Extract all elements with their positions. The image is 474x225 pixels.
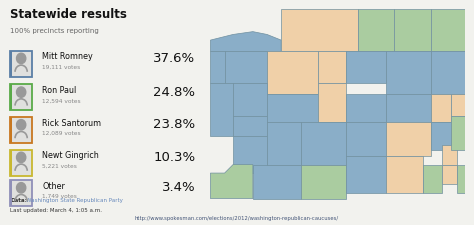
Polygon shape [225, 52, 267, 83]
Polygon shape [210, 83, 233, 136]
Polygon shape [442, 145, 456, 164]
Polygon shape [281, 9, 357, 52]
Polygon shape [253, 164, 301, 198]
Polygon shape [386, 52, 431, 94]
Polygon shape [456, 164, 465, 193]
Polygon shape [431, 9, 465, 52]
Polygon shape [301, 164, 346, 198]
Text: 12,089 votes: 12,089 votes [42, 131, 81, 136]
Circle shape [17, 87, 26, 97]
Bar [10, 180, 32, 206]
Text: 5,221 votes: 5,221 votes [42, 164, 77, 169]
Polygon shape [233, 83, 267, 117]
Polygon shape [210, 32, 281, 52]
Text: 24.8%: 24.8% [154, 86, 195, 99]
Bar [10, 51, 12, 76]
Text: 10.3%: 10.3% [153, 151, 195, 164]
Polygon shape [267, 52, 318, 94]
Polygon shape [423, 164, 442, 193]
Polygon shape [346, 94, 386, 122]
Polygon shape [318, 83, 346, 122]
Text: http://www.spokesman.com/elections/2012/washington-republican-caucuses/: http://www.spokesman.com/elections/2012/… [135, 216, 339, 221]
Polygon shape [386, 94, 431, 122]
Text: 23.8%: 23.8% [153, 118, 195, 131]
Text: Rick Santorum: Rick Santorum [42, 119, 101, 128]
Polygon shape [346, 156, 386, 193]
Bar [10, 150, 12, 176]
Polygon shape [386, 156, 423, 193]
Polygon shape [431, 122, 451, 151]
Polygon shape [210, 52, 225, 83]
Polygon shape [451, 94, 465, 117]
Text: Newt Gingrich: Newt Gingrich [42, 151, 99, 160]
Polygon shape [394, 9, 431, 52]
Bar [10, 117, 32, 143]
Polygon shape [267, 122, 301, 164]
Bar [10, 117, 12, 143]
Text: 3.4%: 3.4% [162, 181, 195, 194]
Polygon shape [386, 122, 431, 156]
Polygon shape [267, 94, 318, 122]
Polygon shape [442, 164, 456, 184]
Text: 100% precincts reporting: 100% precincts reporting [10, 28, 99, 34]
Circle shape [17, 120, 26, 130]
Text: Data:: Data: [10, 198, 27, 203]
Circle shape [17, 183, 26, 193]
Polygon shape [210, 164, 253, 198]
Polygon shape [357, 9, 394, 52]
Circle shape [17, 152, 26, 162]
Text: 37.6%: 37.6% [153, 52, 195, 65]
Circle shape [17, 53, 26, 63]
Text: 1,749 votes: 1,749 votes [42, 194, 77, 199]
Polygon shape [233, 136, 267, 173]
Polygon shape [301, 122, 346, 164]
Bar [10, 150, 32, 176]
Text: Ron Paul: Ron Paul [42, 86, 77, 95]
Text: 19,111 votes: 19,111 votes [42, 65, 81, 70]
Polygon shape [346, 52, 386, 83]
Text: Last updated: March 4, 1:05 a.m.: Last updated: March 4, 1:05 a.m. [10, 208, 102, 213]
Bar [10, 51, 32, 76]
Polygon shape [346, 122, 386, 156]
Bar [10, 84, 12, 110]
Polygon shape [431, 94, 451, 122]
Bar [10, 180, 12, 206]
Polygon shape [431, 52, 465, 94]
Bar [10, 84, 32, 110]
Text: Statewide results: Statewide results [10, 8, 127, 21]
Polygon shape [451, 117, 465, 151]
Text: 12,594 votes: 12,594 votes [42, 98, 81, 103]
Text: Mitt Romney: Mitt Romney [42, 52, 93, 61]
Text: Other: Other [42, 182, 65, 191]
Polygon shape [233, 117, 267, 136]
Polygon shape [318, 52, 346, 83]
Text: Washington State Republican Party: Washington State Republican Party [26, 198, 123, 203]
